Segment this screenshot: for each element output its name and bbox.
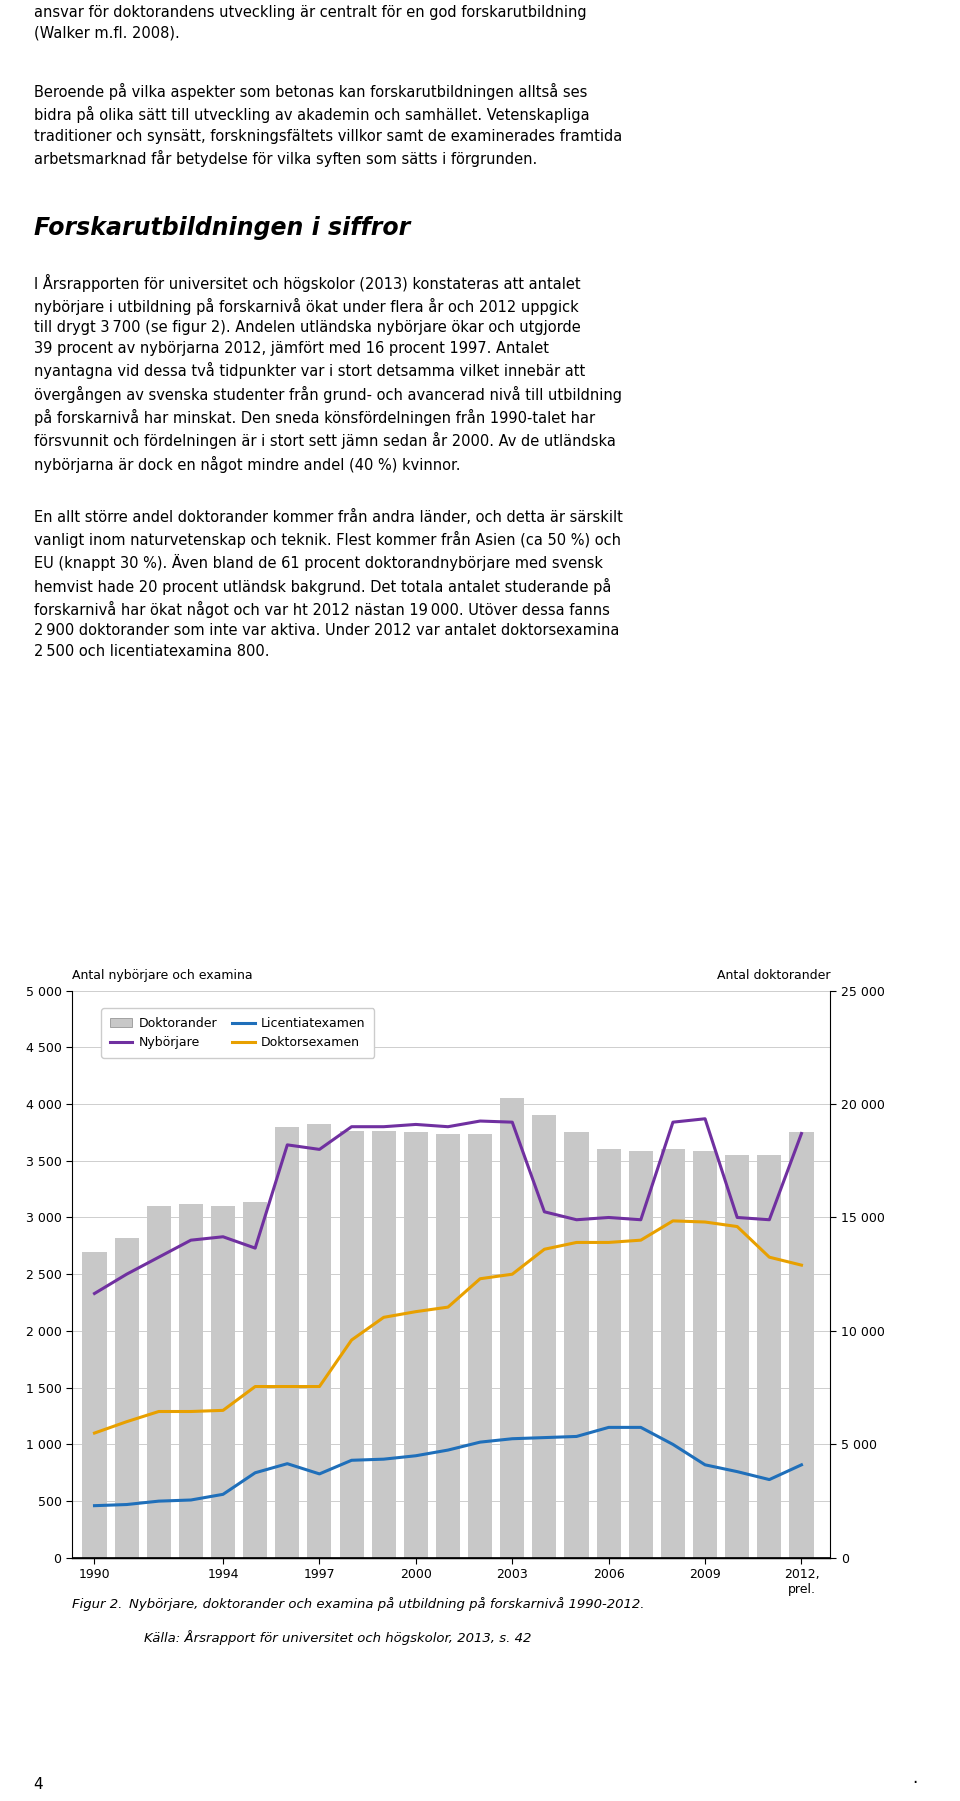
Bar bbox=[500, 1099, 524, 1558]
Bar bbox=[436, 1133, 460, 1558]
Bar bbox=[276, 1127, 300, 1558]
Bar bbox=[147, 1207, 171, 1558]
Bar bbox=[340, 1131, 364, 1558]
Text: Forskarutbildningen i siffror: Forskarutbildningen i siffror bbox=[34, 216, 410, 240]
Bar bbox=[789, 1133, 813, 1558]
Bar bbox=[114, 1237, 138, 1558]
Bar bbox=[533, 1115, 557, 1558]
Bar bbox=[564, 1133, 588, 1558]
Legend: Doktorander, Nybörjare, Licentiatexamen, Doktorsexamen: Doktorander, Nybörjare, Licentiatexamen,… bbox=[101, 1009, 374, 1057]
Text: Beroende på vilka aspekter som betonas kan forskarutbildningen alltså ses
bidra : Beroende på vilka aspekter som betonas k… bbox=[34, 83, 622, 167]
Bar bbox=[757, 1154, 781, 1558]
Bar bbox=[693, 1151, 717, 1558]
Text: 4: 4 bbox=[34, 1778, 43, 1792]
Bar bbox=[596, 1149, 621, 1558]
Bar bbox=[660, 1149, 685, 1558]
Bar bbox=[629, 1151, 653, 1558]
Text: ansvar för doktorandens utveckling är centralt för en god forskarutbildning
(Wal: ansvar för doktorandens utveckling är ce… bbox=[34, 5, 587, 41]
Text: En allt större andel doktorander kommer från andra länder, och detta är särskilt: En allt större andel doktorander kommer … bbox=[34, 510, 622, 659]
Bar bbox=[725, 1154, 749, 1558]
Bar bbox=[211, 1207, 235, 1558]
Bar bbox=[372, 1131, 396, 1558]
Bar bbox=[83, 1252, 107, 1558]
Bar bbox=[307, 1124, 331, 1558]
Text: Antal doktorander: Antal doktorander bbox=[717, 969, 830, 982]
Bar bbox=[468, 1133, 492, 1558]
Text: Figur 2. Nybörjare, doktorander och examina på utbildning på forskarnivå 1990-20: Figur 2. Nybörjare, doktorander och exam… bbox=[72, 1597, 644, 1612]
Text: Antal nybörjare och examina: Antal nybörjare och examina bbox=[72, 969, 252, 982]
Text: Källa: Årsrapport för universitet och högskolor, 2013, s. 42: Källa: Årsrapport för universitet och hö… bbox=[144, 1630, 532, 1644]
Text: ·: · bbox=[912, 1774, 917, 1792]
Bar bbox=[243, 1201, 267, 1558]
Bar bbox=[179, 1203, 203, 1558]
Bar bbox=[404, 1133, 428, 1558]
Text: I Årsrapporten för universitet och högskolor (2013) konstateras att antalet
nybö: I Årsrapporten för universitet och högsk… bbox=[34, 274, 622, 472]
